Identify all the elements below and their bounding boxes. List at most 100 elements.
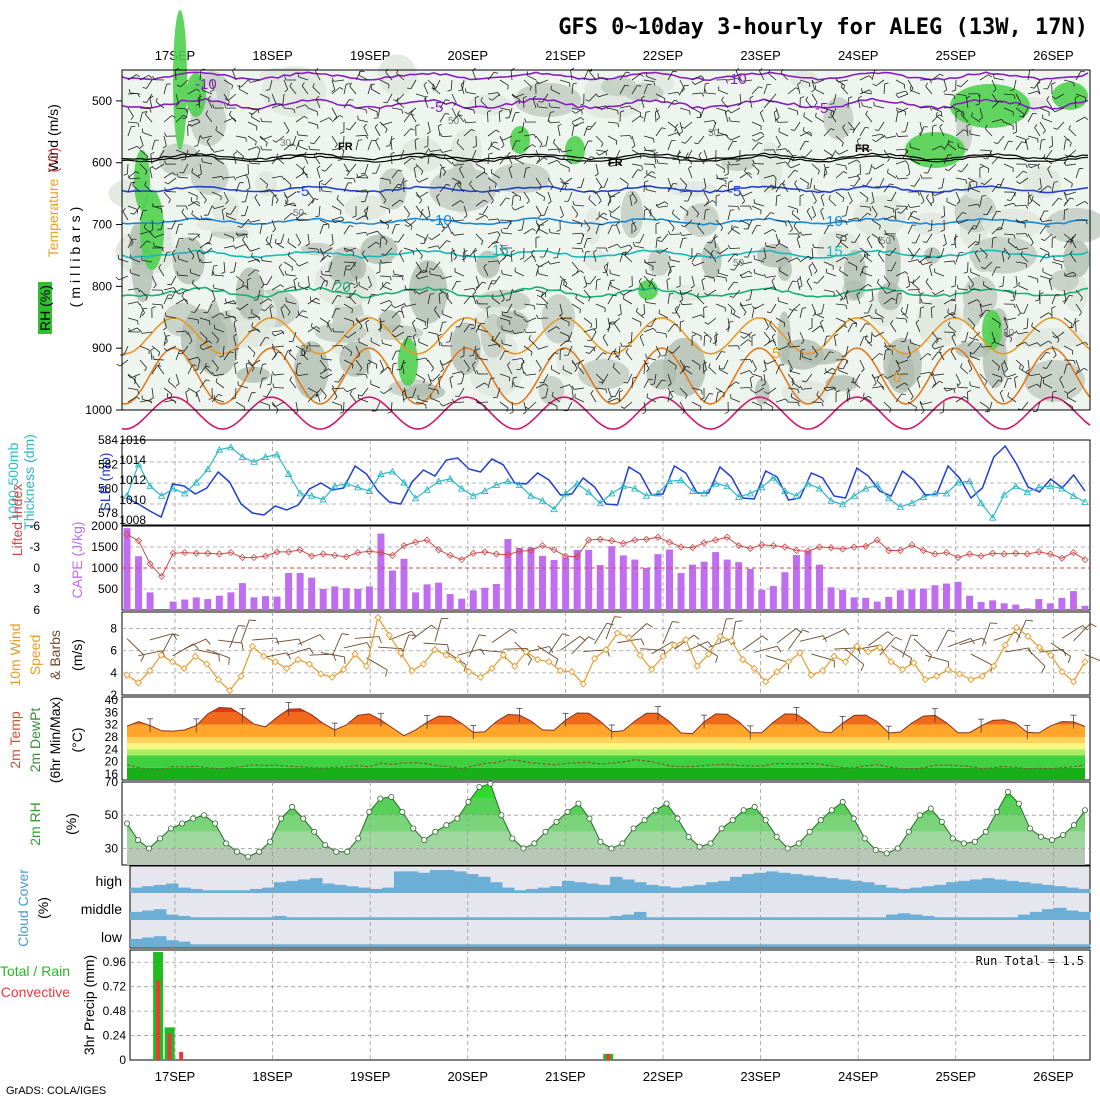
rh2m-point [1004, 788, 1011, 795]
wind-barb-flag [365, 174, 369, 178]
li-point [896, 546, 904, 555]
ylabel-thickness: Thickness (dm) [21, 434, 37, 530]
wind-barb [535, 303, 547, 306]
wind-barb [718, 132, 729, 137]
wind-barb [252, 107, 261, 115]
li-point [331, 551, 339, 559]
wind-barb-flag [459, 165, 463, 170]
rh2m-point [916, 812, 923, 819]
cloud-bar [886, 887, 899, 893]
wind10-barb [879, 636, 896, 656]
wind-barb [232, 70, 237, 81]
wind-barb [658, 162, 669, 165]
rh-high-shade [186, 73, 206, 117]
wind-barb [907, 224, 913, 235]
wind-barb [847, 261, 858, 267]
thickness-point [296, 489, 304, 497]
wind-barb [1003, 121, 1014, 127]
wind-barb [247, 392, 252, 403]
wind-barb [499, 219, 511, 221]
li-point [1058, 554, 1066, 562]
wind-barb-flag [752, 159, 755, 164]
chart-title: GFS 0~10day 3-hourly for ALEG (13W, 17N) [558, 15, 1088, 40]
wind-barb [703, 149, 708, 160]
wind-barb-flag [985, 254, 988, 259]
wind-barb [283, 350, 289, 361]
wind-barb-flag [548, 102, 551, 107]
rh2m-point [256, 848, 263, 855]
wind-barb-flag [931, 305, 936, 309]
wind-barb [894, 210, 897, 221]
wind-barb-flag [644, 180, 649, 183]
wind-barb [194, 303, 201, 313]
wind-barb [751, 225, 758, 235]
wind-barb [331, 115, 340, 123]
wind-barb-flag [486, 305, 491, 309]
wind-barb-flag [737, 206, 740, 211]
wind-barb [349, 261, 357, 271]
wind-barb-flag [593, 249, 597, 253]
wind-barb [432, 373, 441, 382]
wind-barb-flag [877, 250, 881, 255]
wind-barb [823, 351, 830, 361]
wind-barb-flag [654, 151, 658, 155]
wind-barb [1015, 303, 1021, 314]
wind-barb [427, 205, 431, 216]
cape-bar [954, 581, 962, 610]
wind-barb-flag [135, 171, 140, 174]
wind-speed-point [819, 667, 827, 675]
cloud-bar [442, 917, 455, 920]
wind-barb-flag [176, 84, 181, 88]
wind-barb-flag [649, 212, 652, 217]
wind-barb [588, 93, 597, 102]
wind-barb-flag [696, 293, 700, 297]
wind-barb [298, 261, 309, 267]
wind-barb [199, 191, 207, 200]
wind10-barb-flag [309, 647, 314, 655]
wind-barb [583, 140, 589, 151]
wind-barb [367, 363, 369, 375]
wind-barb [966, 98, 969, 109]
wind-barb [823, 168, 826, 179]
wind-barb [375, 140, 381, 151]
wind-barb-flag [725, 134, 729, 138]
rh2m-point [608, 845, 615, 852]
freezing-level [121, 154, 1089, 163]
wind-barb-flag [761, 383, 766, 387]
wind10-barb-flag [909, 658, 913, 666]
wind-barb-flag [669, 255, 671, 260]
wind-barb-flag [708, 363, 711, 368]
wind-barb-flag [1027, 372, 1031, 376]
wind-speed-point [488, 664, 496, 673]
wind-barb [681, 303, 693, 305]
wind-speed-point [579, 680, 587, 688]
wind-barb [454, 163, 465, 166]
wind-barb-flag [438, 291, 443, 295]
wind-barb [271, 104, 282, 109]
wind-barb [794, 183, 801, 193]
wind-barb-flag [1024, 341, 1029, 346]
wind-barb-flag [704, 89, 707, 94]
wind-barb [367, 275, 372, 286]
wind-barb-flag [211, 205, 215, 209]
wind-barb [1027, 275, 1038, 280]
wind-barb [940, 247, 945, 258]
wind10-barb [959, 637, 983, 646]
cloud-bar [874, 917, 887, 920]
wind-barb-flag [752, 138, 756, 142]
wind-barb [190, 272, 201, 277]
wind-barb [139, 399, 150, 403]
wind-barb [712, 121, 717, 132]
wind-barb-flag [842, 197, 845, 203]
rh2m-point [1070, 822, 1077, 829]
wind-barb-flag [220, 312, 225, 316]
wind-barb-flag [541, 145, 546, 147]
wind-barb-flag [116, 363, 121, 367]
cloud-bar [502, 917, 515, 920]
wind-barb-flag [484, 214, 489, 219]
rh2m-point [135, 837, 142, 844]
wind-barb-flag [897, 211, 902, 214]
wind-barb-flag [766, 311, 771, 313]
wind-barb [646, 173, 657, 179]
wind10-barb [754, 645, 778, 653]
